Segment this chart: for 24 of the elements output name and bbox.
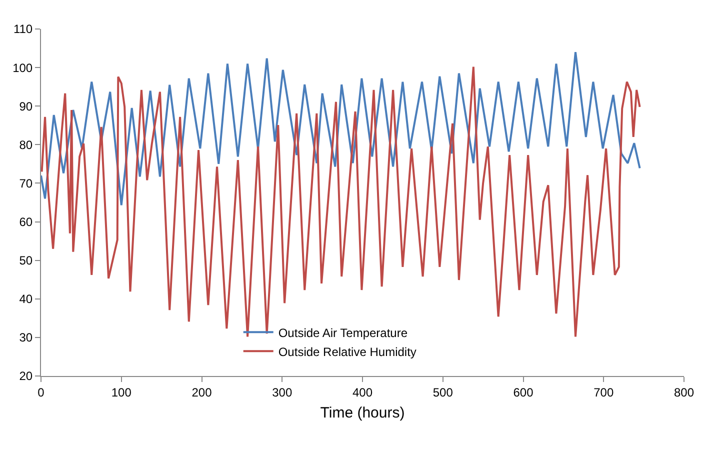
- y-tick-label: 70: [19, 176, 33, 190]
- line-series: [41, 51, 641, 206]
- y-tick-label: 90: [19, 99, 33, 114]
- y-tick-label: 50: [19, 254, 33, 268]
- x-tick-label: 0: [38, 385, 45, 400]
- line-series: [41, 66, 641, 338]
- x-tick-label: 600: [513, 385, 534, 400]
- legend-label: Outside Air Temperature: [278, 326, 408, 340]
- y-tick-label: 60: [19, 214, 33, 229]
- y-tick-label: 40: [19, 292, 33, 306]
- y-tick-label: 100: [12, 60, 33, 75]
- x-axis-title: Time (hours): [320, 404, 405, 422]
- y-tick-label: 30: [19, 330, 33, 345]
- legend-label: Outside Relative Humidity: [278, 344, 416, 359]
- x-tick-label: 500: [432, 385, 454, 400]
- x-tick-label: 100: [111, 385, 132, 400]
- x-tick-label: 700: [594, 385, 614, 400]
- x-tick-label: 800: [674, 385, 694, 400]
- x-tick-label: 200: [192, 385, 212, 400]
- y-tick-label: 80: [19, 138, 33, 152]
- x-tick-label: 400: [352, 385, 373, 400]
- y-tick-label: 20: [19, 369, 33, 384]
- x-tick-label: 300: [272, 385, 292, 400]
- y-tick-label: 110: [13, 22, 33, 36]
